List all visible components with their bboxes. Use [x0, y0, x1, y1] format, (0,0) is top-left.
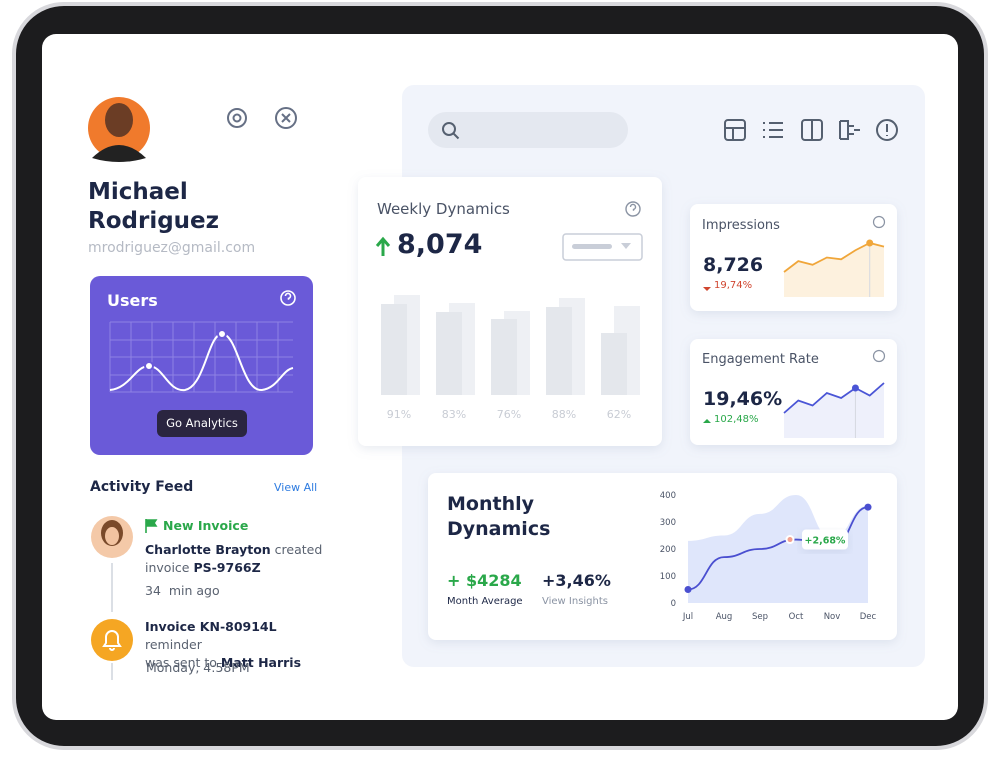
x-tick-label: Aug: [716, 612, 733, 622]
weekly-value: 8,074: [397, 229, 483, 260]
users-point: [217, 329, 227, 339]
y-tick-label: 200: [660, 545, 676, 555]
impressions-value: 8,726: [703, 254, 764, 276]
x-tick-label: Oct: [789, 612, 804, 622]
stat-label[interactable]: View Insights: [542, 596, 609, 607]
sparkline: [783, 382, 885, 414]
y-tick-label: 100: [660, 572, 676, 582]
bar-label: 62%: [607, 408, 631, 421]
y-tick-label: 0: [671, 599, 676, 609]
first-name: Michael: [88, 179, 188, 205]
stat-value: + $4284: [447, 571, 522, 590]
person: Matt Harris: [220, 655, 302, 670]
weekly-title: Weekly Dynamics: [377, 200, 510, 218]
bar-label: 88%: [552, 408, 576, 421]
up-triangle: [703, 419, 711, 423]
analytics-button[interactable]: [157, 410, 247, 437]
button-label[interactable]: Go Analytics: [166, 416, 238, 430]
engagement-value: 19,46%: [703, 388, 783, 410]
settings-icon[interactable]: [227, 108, 247, 128]
annotation: +2,68%: [805, 536, 846, 547]
users-grid: [109, 321, 293, 393]
activity-tag: New Invoice: [163, 518, 249, 533]
line-point: [684, 586, 692, 593]
activity-time: 34 min ago: [145, 583, 220, 598]
y-tick-label: 300: [660, 518, 676, 528]
close-icon[interactable]: [275, 107, 297, 129]
stat-label: Month Average: [447, 596, 523, 607]
bar: [436, 312, 462, 395]
bar-label: 91%: [387, 408, 411, 421]
bar-label: 76%: [497, 408, 521, 421]
sparkline-area: [784, 383, 884, 438]
down-triangle: [703, 287, 711, 291]
bell-icon: [102, 630, 122, 651]
users-title: Users: [107, 291, 158, 310]
monthly-title: Monthly Dynamics: [447, 493, 551, 540]
bar-label: 83%: [442, 408, 466, 421]
text: was sent to: [145, 655, 221, 670]
impressions-change: 19,74%: [714, 280, 753, 291]
flag-icon: [145, 519, 158, 533]
bar: [546, 307, 572, 395]
bell-avatar: [91, 619, 133, 661]
impressions-title: Impressions: [702, 218, 780, 233]
bar: [601, 333, 627, 395]
users-point: [144, 361, 154, 371]
help-icon[interactable]: [872, 215, 886, 363]
search-bar[interactable]: [428, 112, 628, 148]
text: reminder: [145, 637, 202, 652]
sparkline-point: [851, 384, 859, 392]
area: [688, 495, 868, 603]
text: invoice: [145, 560, 194, 575]
annotation-dot: [785, 535, 795, 545]
toolbar[interactable]: [724, 119, 898, 141]
up-arrow: [375, 236, 391, 256]
bar: [491, 319, 517, 395]
dropdown-placeholder: [572, 244, 612, 249]
dropdown-caret: [621, 243, 631, 249]
annotation-box: [802, 529, 848, 550]
search-icon: [442, 122, 460, 140]
avatar-body: [92, 145, 146, 162]
invoice-id: Invoice KN-80914L: [145, 619, 277, 634]
sparkline-point: [866, 239, 874, 247]
engagement-title: Engagement Rate: [702, 352, 819, 367]
bar: [381, 304, 407, 395]
view-all-link[interactable]: View All: [274, 481, 318, 494]
avatar-face: [105, 103, 133, 137]
text: created: [270, 542, 323, 557]
activity-text: Invoice KN-80914L reminder was sent to Ma…: [145, 618, 335, 672]
stat-value: +3,46%: [542, 571, 611, 590]
x-tick-label: Dec: [860, 612, 877, 622]
activity-text: Charlotte Brayton created invoice PS-9766…: [145, 541, 335, 577]
y-tick-label: 400: [660, 491, 676, 501]
sparkline-area: [784, 243, 884, 297]
x-tick-label: Nov: [824, 612, 841, 622]
last-name: Rodriguez: [88, 208, 220, 234]
users-card: [90, 276, 313, 455]
person: Charlotte Brayton: [145, 542, 271, 557]
engagement-change: 102,48%: [714, 414, 759, 425]
activity-time: Monday, 4:58PM: [146, 660, 250, 675]
x-tick-label: Jul: [682, 612, 693, 622]
invoice-id: PS-9766Z: [193, 560, 261, 575]
feed-title: Activity Feed: [90, 479, 194, 495]
profile-email: mrodriguez@gmail.com: [88, 240, 256, 256]
x-tick-label: Sep: [752, 612, 768, 622]
activity-avatar-face: [105, 527, 119, 545]
help-icon[interactable]: [280, 290, 296, 306]
profile-name: Michael Rodriguez: [88, 178, 238, 236]
help-icon[interactable]: [625, 201, 641, 217]
line-point: [864, 503, 872, 511]
